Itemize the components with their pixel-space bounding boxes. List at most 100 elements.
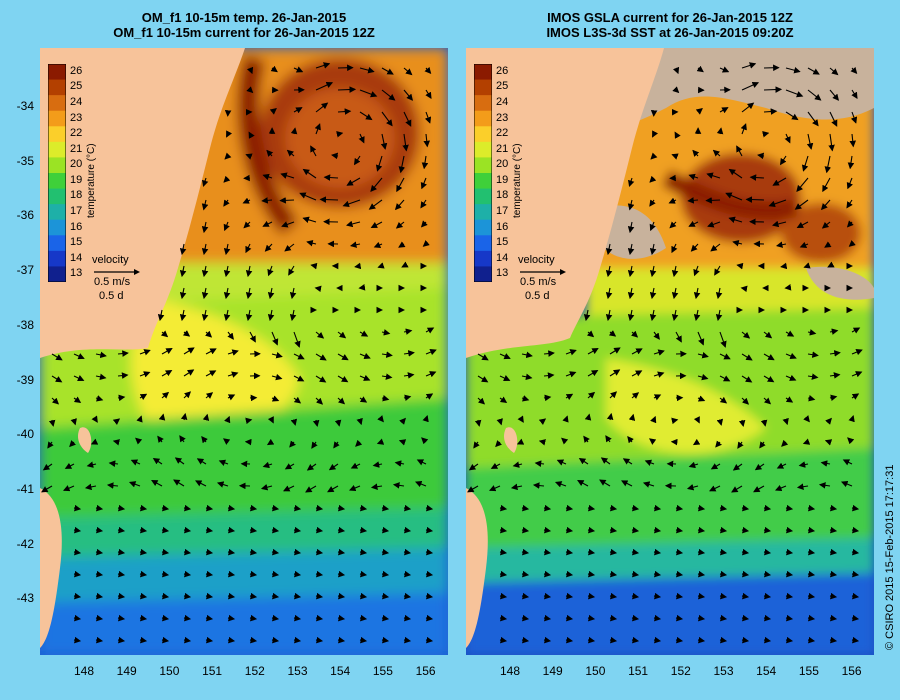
current-arrow	[496, 418, 503, 426]
current-arrow	[737, 441, 744, 449]
current-arrow	[271, 636, 280, 644]
current-arrow	[398, 241, 406, 248]
current-arrow	[403, 67, 413, 76]
current-arrow	[719, 636, 728, 644]
current-arrow	[381, 504, 390, 512]
current-arrow	[223, 265, 231, 278]
current-arrow	[161, 570, 170, 578]
current-arrow	[671, 287, 679, 300]
current-arrow	[315, 397, 324, 405]
longitude-tick-label: 149	[542, 664, 563, 678]
colorbar-label: 13	[70, 267, 83, 280]
current-arrow	[403, 548, 412, 556]
current-arrow	[609, 570, 618, 578]
current-arrow	[112, 439, 120, 446]
current-arrow	[227, 636, 236, 644]
current-arrow	[631, 330, 639, 338]
current-arrow	[117, 372, 129, 379]
current-arrow	[785, 592, 794, 600]
current-arrow	[271, 614, 280, 622]
current-arrow	[587, 348, 599, 355]
current-arrow	[824, 155, 832, 174]
current-arrow	[829, 504, 838, 512]
colorbar-label: 24	[496, 95, 509, 108]
current-arrow	[818, 482, 831, 489]
current-arrow	[490, 462, 501, 469]
current-arrow	[609, 636, 618, 644]
current-arrow	[521, 570, 530, 578]
current-arrow	[631, 614, 640, 622]
current-arrow	[586, 330, 595, 338]
current-arrow	[262, 220, 273, 227]
current-arrow	[763, 375, 775, 383]
current-arrow	[628, 413, 636, 421]
current-arrow	[477, 375, 489, 383]
current-arrow	[631, 636, 640, 644]
current-arrow	[806, 133, 814, 150]
current-arrow	[631, 526, 640, 534]
current-arrow	[73, 526, 82, 534]
current-arrow	[561, 437, 569, 445]
current-arrow	[631, 348, 643, 355]
current-arrow	[381, 636, 390, 644]
current-arrow	[286, 149, 295, 157]
current-arrow	[565, 349, 577, 356]
current-arrow	[95, 504, 104, 512]
current-arrow	[245, 265, 253, 278]
current-arrow	[763, 548, 772, 556]
colorbar-swatch	[474, 141, 492, 158]
current-arrow	[605, 309, 613, 322]
current-arrow	[403, 592, 412, 600]
current-arrow	[205, 392, 214, 399]
current-arrow	[763, 353, 775, 361]
current-arrow	[697, 373, 709, 381]
current-arrow	[605, 265, 613, 278]
current-arrow	[499, 353, 511, 360]
current-arrow	[653, 504, 662, 512]
current-arrow	[90, 438, 99, 445]
current-arrow	[565, 393, 574, 400]
current-arrow	[587, 391, 596, 399]
current-arrow	[425, 614, 434, 622]
credit-text: © CSIRO 2015 15-Feb-2015 17:17:31	[884, 464, 896, 650]
current-arrow	[719, 353, 731, 360]
current-arrow	[649, 175, 657, 183]
current-arrow	[398, 439, 407, 446]
current-arrow	[117, 526, 126, 534]
colorbar-swatch	[48, 188, 66, 205]
current-arrow	[521, 548, 530, 556]
current-arrow	[95, 373, 107, 381]
current-arrow	[381, 614, 390, 622]
current-arrow	[562, 415, 569, 423]
current-arrow	[710, 463, 721, 470]
current-arrow	[64, 462, 75, 469]
current-arrow	[565, 548, 574, 556]
longitude-tick-label: 150	[159, 664, 180, 678]
current-arrow	[337, 86, 357, 93]
current-arrow	[609, 391, 618, 399]
current-arrow	[631, 370, 643, 377]
latitude-tick-label: -39	[16, 372, 34, 387]
current-arrow	[474, 419, 482, 427]
current-arrow	[741, 636, 750, 644]
current-arrow	[112, 418, 121, 426]
current-arrow	[763, 397, 772, 405]
current-arrow	[421, 437, 429, 445]
left-colorbar-title: temperature (°C)	[86, 143, 97, 218]
current-arrow	[652, 130, 659, 138]
colorbar-label: 22	[496, 127, 509, 140]
current-arrow	[315, 375, 327, 383]
current-arrow	[95, 548, 104, 556]
current-arrow	[359, 636, 368, 644]
current-arrow	[416, 459, 427, 466]
current-arrow	[84, 483, 97, 491]
current-arrow	[117, 548, 126, 556]
current-arrow	[627, 309, 635, 322]
current-arrow	[674, 131, 681, 139]
current-arrow	[622, 458, 633, 465]
current-arrow	[293, 504, 302, 512]
current-arrow	[543, 372, 555, 379]
current-arrow	[796, 483, 809, 490]
current-arrow	[798, 461, 809, 468]
current-arrow	[719, 526, 728, 534]
